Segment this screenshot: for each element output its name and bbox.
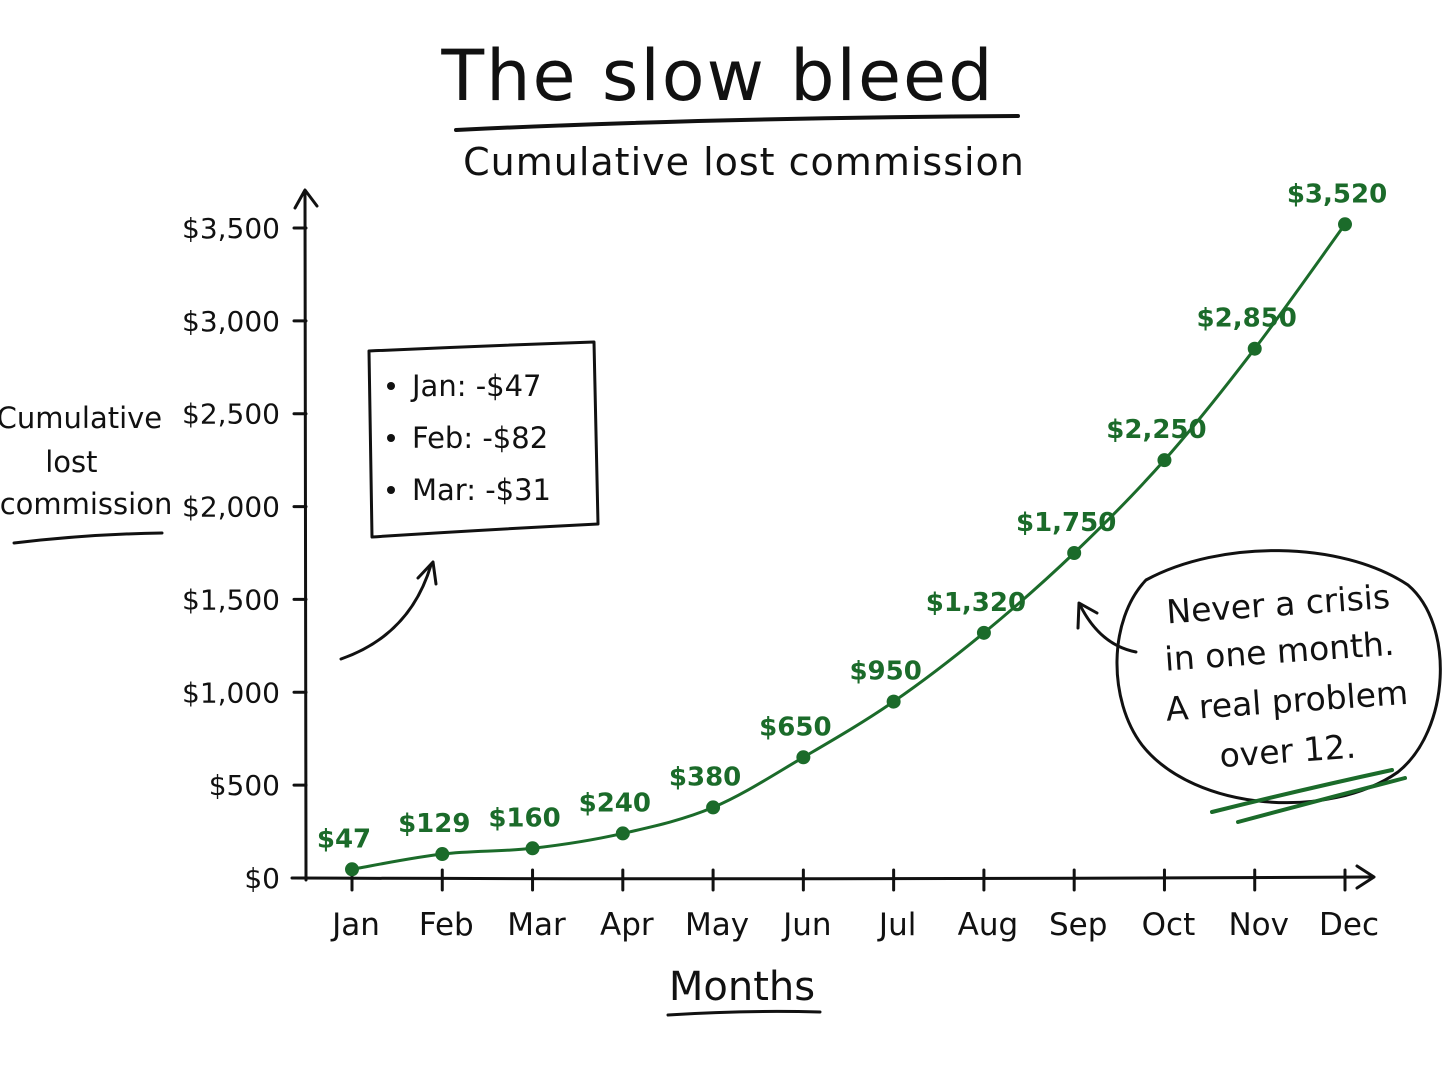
y-tick-group: $0 $500 $1,000 $1,500 $2,000 $2,500 $3,000 $3,5… [182,212,308,895]
x-tick-label: Aug [958,907,1019,943]
y-tick-label: $2,500 [182,398,280,431]
x-tick-label: Jun [781,907,831,943]
x-tick-label: May [685,907,749,943]
data-label: $160 [488,803,560,833]
data-point [886,694,901,709]
data-point [345,862,359,877]
callout-line: in one month. [1163,624,1395,679]
data-label: $1,320 [926,588,1026,618]
y-axis-arrowhead [293,188,319,210]
data-label: $47 [317,824,371,854]
callout-line: A real problem [1165,673,1410,729]
data-point [976,625,991,640]
y-tick-label: $2,000 [182,491,280,524]
y-axis-label: Cumulative lost commission [0,401,172,521]
data-label: $2,250 [1106,415,1206,445]
monthly-loss-item: Jan: -$47 [410,369,542,403]
y-axis-label-line: lost [45,445,97,479]
data-point [1157,453,1172,468]
y-tick-label: $500 [209,769,280,802]
callout-text: Never a crisis in one month. A real prob… [1158,575,1423,778]
x-tick-group: Jan Feb Mar Apr May Jun Jul Aug Sep Oct Nov Dec [330,868,1379,943]
data-point [706,800,721,815]
callout-outline [1115,549,1442,805]
callout-arrow-head [1076,601,1099,630]
chart-subtitle: Cumulative lost commission [463,140,1025,184]
data-label: $2,850 [1197,304,1297,334]
x-tick-label: Sep [1049,907,1107,943]
bullet-icon [387,382,395,390]
monthly-loss-box-frame [367,340,600,539]
data-label: $650 [759,712,831,742]
data-label: $129 [398,809,470,839]
x-axis [290,875,1372,881]
y-tick-label: $3,000 [182,305,280,338]
callout-green-underline [1210,768,1394,814]
callout-arrow-icon [1078,603,1138,654]
y-tick-label: $0 [244,862,280,895]
y-tick-label: $1,000 [182,676,280,709]
x-tick-label: Mar [507,907,566,943]
x-axis-label-underline [666,1009,822,1017]
y-axis-label-line: Cumulative [0,401,162,435]
chart-title: The slow bleed [440,35,994,117]
title-underline [454,114,1020,132]
callout-line: Never a crisis [1165,577,1391,632]
y-axis [303,190,308,882]
data-point [796,750,811,765]
x-axis-arrowhead [1355,864,1376,890]
curved-arrow-icon [339,563,433,661]
x-tick-label: Feb [419,907,474,943]
x-tick-label: Jan [330,907,380,943]
x-tick-label: Nov [1228,907,1289,943]
x-tick-label: Oct [1142,907,1196,943]
y-tick-label: $1,500 [182,583,280,616]
data-label: $1,750 [1016,508,1116,538]
data-labels: $47 $129 $160 $240 $380 $650 $950 $1,320 $1,750 $… [317,179,1387,854]
monthly-loss-box: Jan: -$47 Feb: -$82 Mar: -$31 [367,340,600,539]
data-point [1247,341,1262,356]
callout-bubble: Never a crisis in one month. A real prob… [1115,549,1442,824]
callout-line: over 12. [1218,727,1357,775]
data-point [1067,546,1082,560]
data-point [525,841,540,856]
series-points [345,217,1352,877]
x-tick-label: Apr [600,907,654,943]
callout-green-underline [1236,776,1407,824]
y-tick-label: $3,500 [182,212,280,245]
x-axis-label: Months [669,964,815,1010]
data-point [435,847,450,862]
x-tick-label: Jul [877,907,916,943]
monthly-loss-item: Mar: -$31 [412,473,551,507]
curved-arrow-head [416,560,438,586]
bullet-icon [387,486,395,494]
data-point [615,826,630,841]
data-label: $380 [669,762,741,792]
data-label: $240 [579,788,651,818]
data-point [1338,217,1352,232]
bullet-icon [387,434,395,442]
data-label: $950 [849,657,921,687]
data-label: $3,520 [1287,179,1387,209]
monthly-loss-item: Feb: -$82 [412,421,548,455]
y-axis-label-line: commission [0,487,172,521]
y-axis-label-underline [12,531,164,545]
x-tick-label: Dec [1319,907,1379,943]
